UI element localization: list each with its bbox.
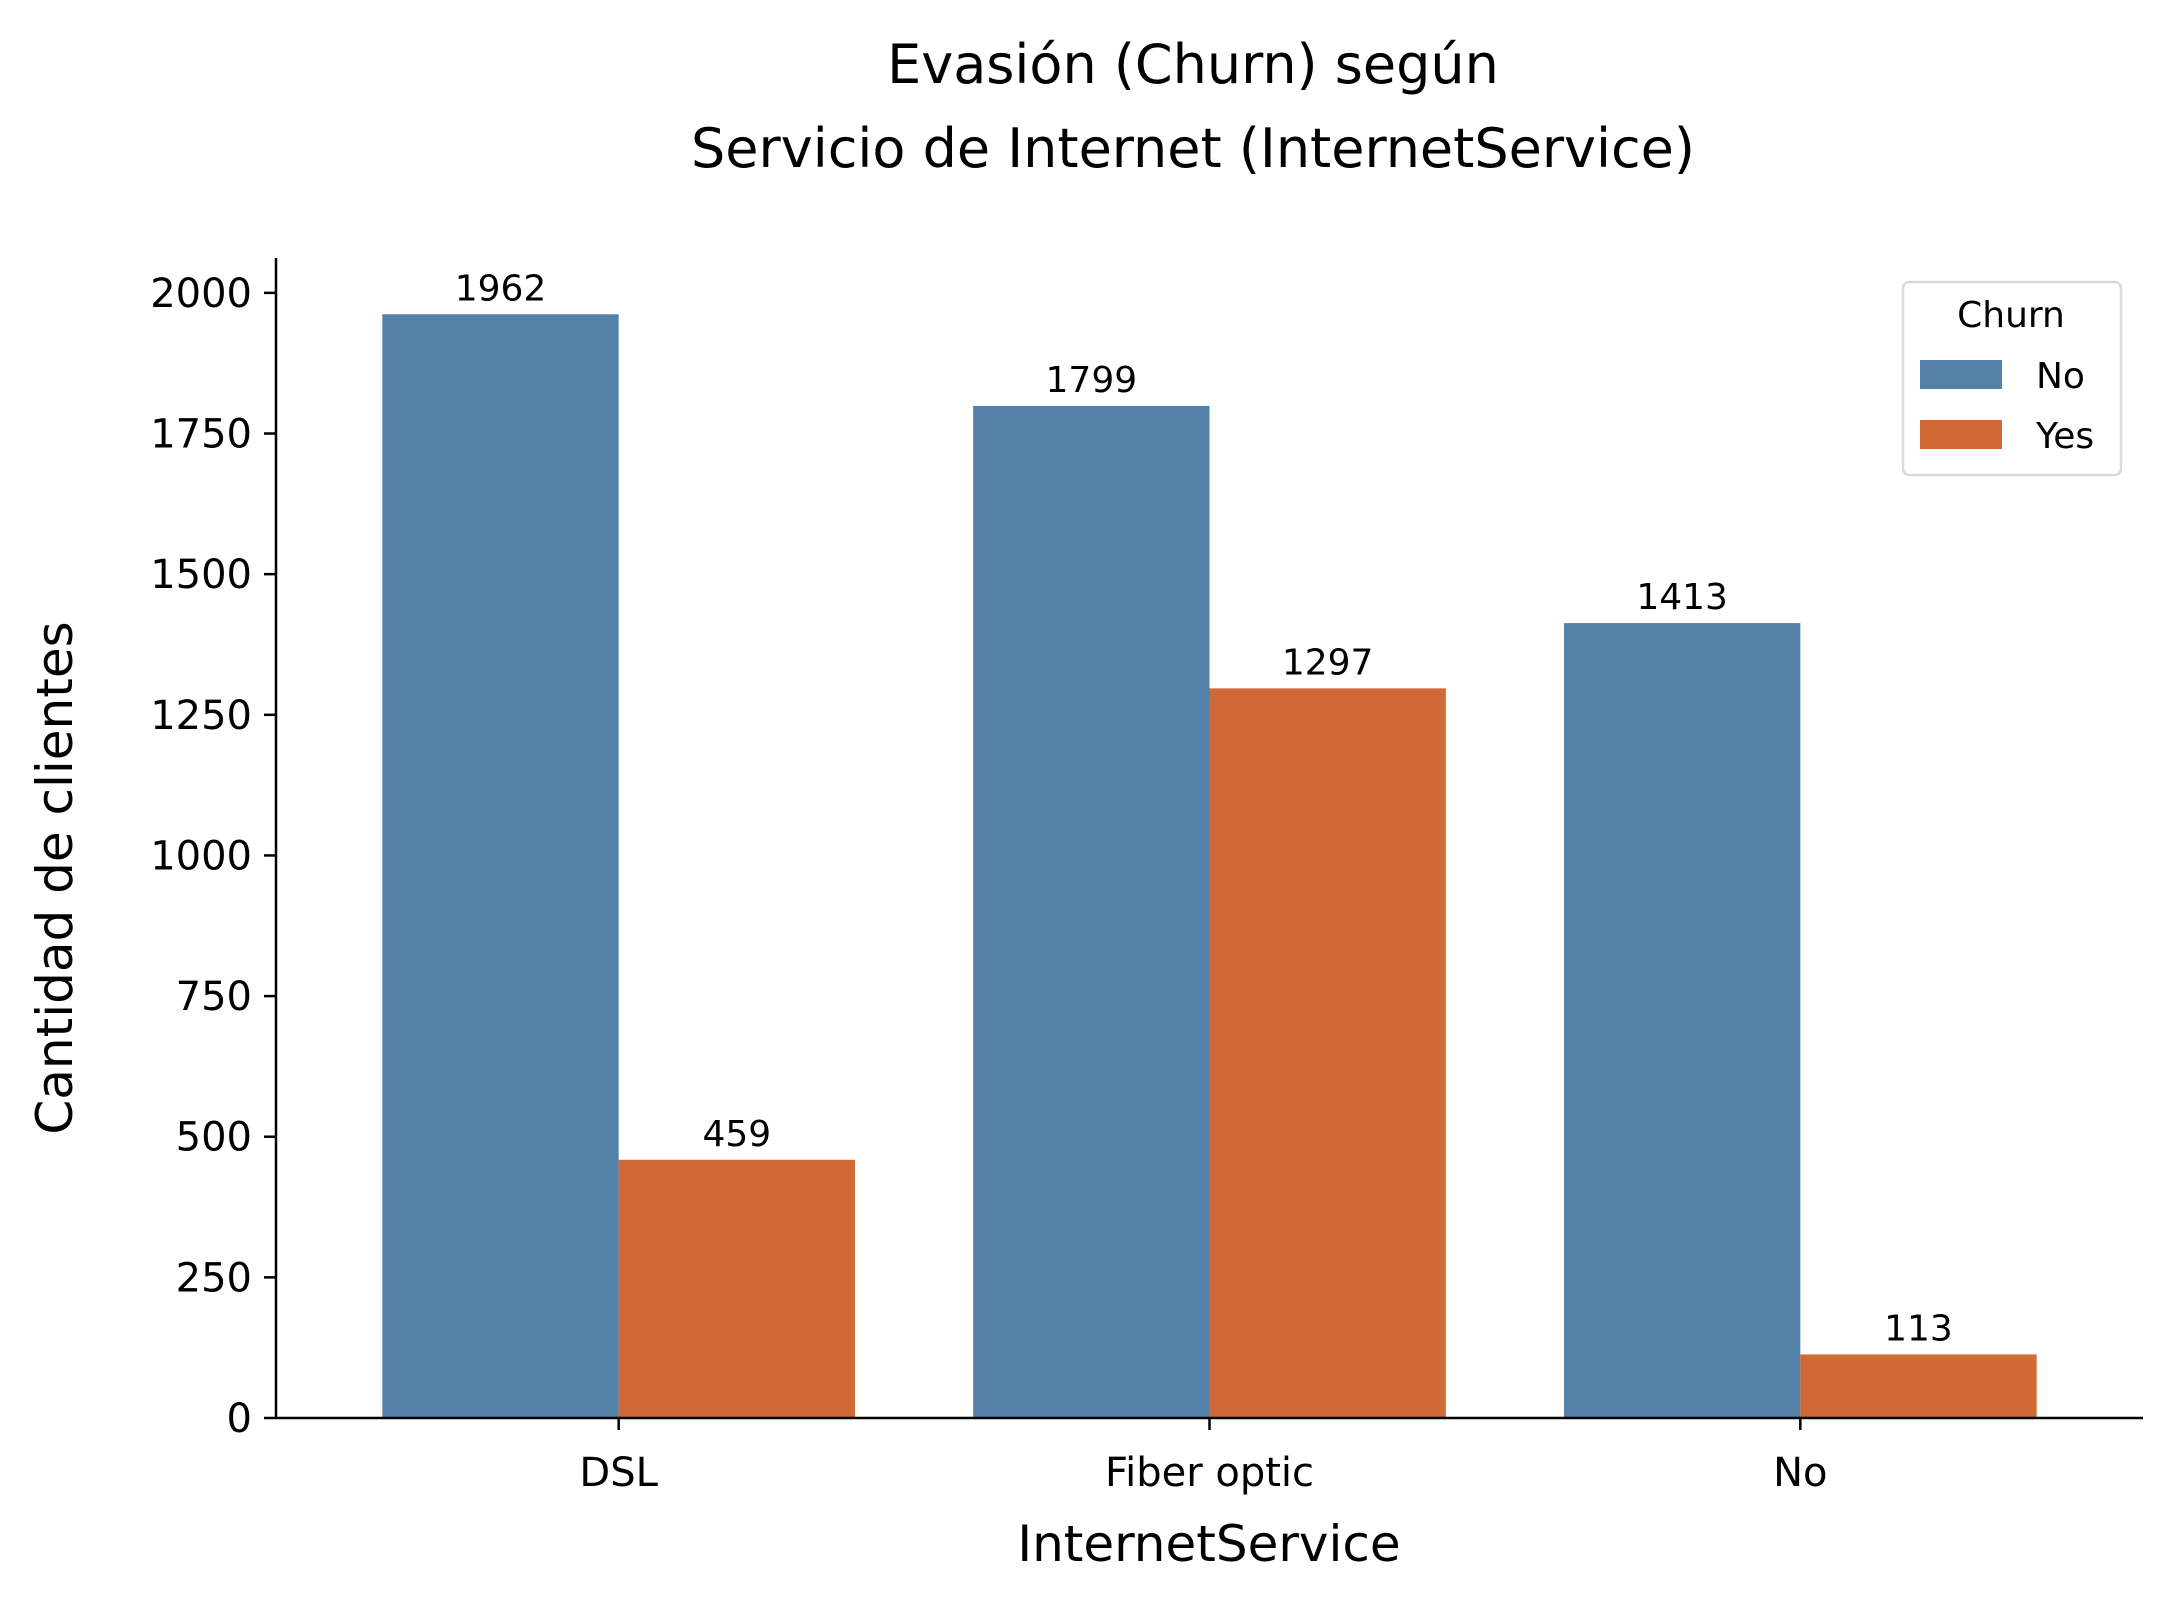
bar-no-yes xyxy=(1800,1354,2037,1418)
x-tick-label: DSL xyxy=(579,1450,658,1496)
legend-label-no: No xyxy=(2036,356,2085,397)
bar-labels-layer: 1962 459 1799 1297 1413 113 xyxy=(455,268,1953,1349)
y-axis-label: Cantidad de clientes xyxy=(26,621,84,1134)
legend-label-yes: Yes xyxy=(2035,416,2094,457)
x-axis-label: InternetService xyxy=(1017,1515,1400,1573)
y-tick-label: 2000 xyxy=(150,271,252,317)
chart-title-line-2: Servicio de Internet (InternetService) xyxy=(691,117,1695,180)
bar-value-label-fiber-optic-yes: 1297 xyxy=(1282,642,1374,683)
bar-dsl-no xyxy=(382,314,619,1418)
bar-value-label-no-yes: 113 xyxy=(1884,1308,1953,1349)
x-tick-label: Fiber optic xyxy=(1105,1450,1314,1496)
y-tick-label: 1000 xyxy=(150,833,252,879)
chart-title-line-1: Evasión (Churn) según xyxy=(887,33,1499,96)
bar-fiber-optic-yes xyxy=(1209,688,1446,1418)
bar-value-label-fiber-optic-no: 1799 xyxy=(1046,360,1138,401)
y-axis-ticks: 0 250 500 750 1000 1250 1500 1750 2000 xyxy=(150,271,276,1442)
legend: Churn No Yes xyxy=(1901,280,2123,477)
bar-dsl-yes xyxy=(618,1159,856,1418)
y-tick-label: 1500 xyxy=(150,552,252,598)
y-tick-label: 0 xyxy=(227,1396,252,1442)
bar-no-no xyxy=(1563,623,1801,1418)
x-tick-label: No xyxy=(1773,1450,1827,1496)
legend-swatch-no xyxy=(1920,360,2002,389)
y-tick-label: 1250 xyxy=(150,693,252,739)
bars-layer xyxy=(382,314,2037,1418)
y-tick-label: 250 xyxy=(176,1255,252,1301)
x-axis-ticks: DSL Fiber optic No xyxy=(579,1418,1828,1496)
y-tick-label: 1750 xyxy=(150,412,252,458)
legend-title: Churn xyxy=(1957,295,2065,336)
bar-value-label-dsl-no: 1962 xyxy=(455,268,547,309)
y-tick-label: 750 xyxy=(176,974,252,1020)
bar-value-label-dsl-yes: 459 xyxy=(702,1114,771,1155)
bar-value-label-no-no: 1413 xyxy=(1636,577,1728,618)
bar-fiber-optic-no xyxy=(973,405,1210,1418)
legend-swatch-yes xyxy=(1920,420,2002,449)
y-tick-label: 500 xyxy=(176,1115,252,1161)
